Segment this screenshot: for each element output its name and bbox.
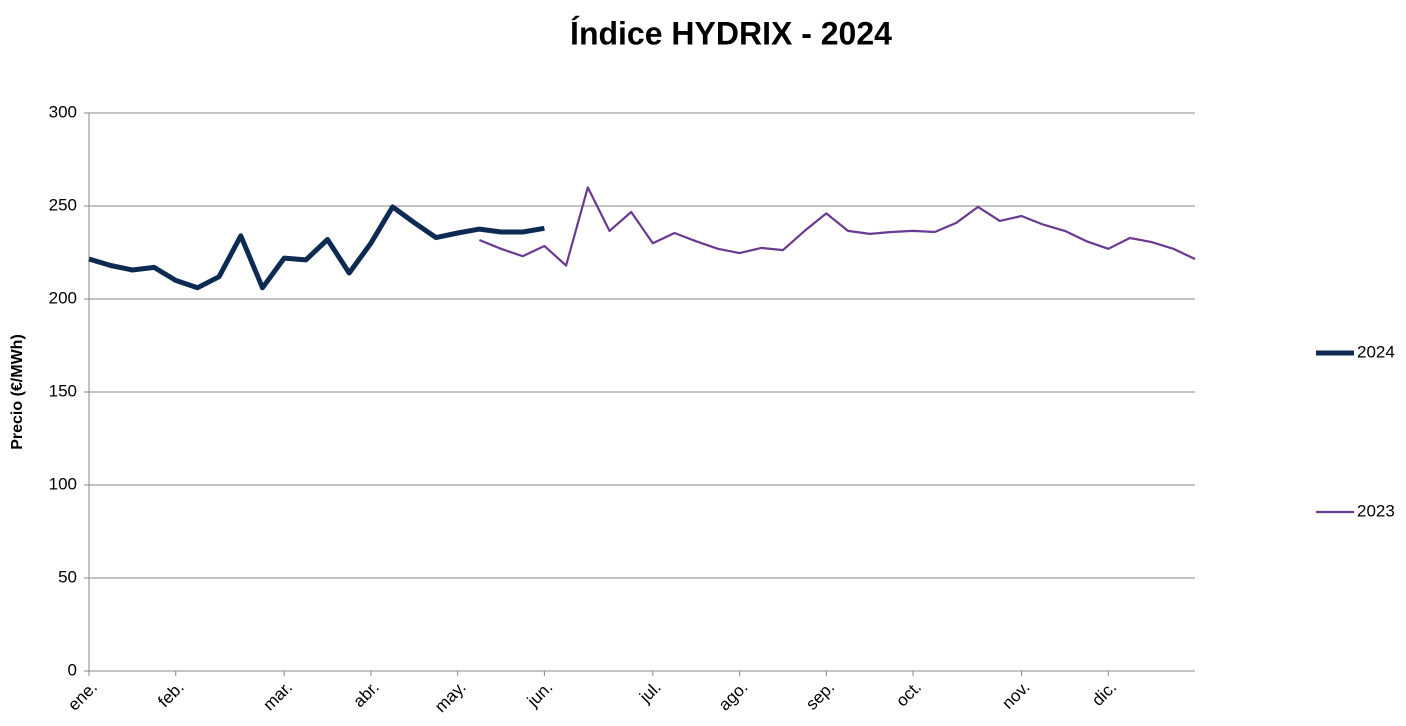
x-tick-label: nov. [998,678,1033,713]
x-tick-label: sep. [802,678,838,714]
x-tick-label: may. [431,678,470,717]
y-tick-label: 150 [49,381,77,400]
y-tick-label: 50 [58,567,77,586]
y-tick-label: 250 [49,195,77,214]
legend-label: 2024 [1357,342,1395,361]
y-tick-label: 300 [49,102,77,121]
x-tick-label: ene. [64,678,101,715]
legend-label: 2023 [1357,501,1395,520]
series-line [88,204,545,291]
x-tick-label: jul. [635,678,665,708]
y-tick-label: 200 [49,288,77,307]
x-tick-label: oct. [892,678,925,711]
y-tick-label: 0 [68,660,77,679]
x-tick-label: mar. [259,678,296,715]
y-tick-label: 100 [49,474,77,493]
x-tick-label: dic. [1088,678,1120,710]
x-tick-label: jun. [523,678,557,712]
x-tick-label: abr. [349,678,382,711]
x-tick-label: ago. [715,678,752,715]
series-line [478,186,1196,267]
y-axis-title: Precio (€/MWh) [9,334,26,450]
chart-title: Índice HYDRIX - 2024 [570,15,892,51]
x-tick-label: feb. [154,678,187,711]
